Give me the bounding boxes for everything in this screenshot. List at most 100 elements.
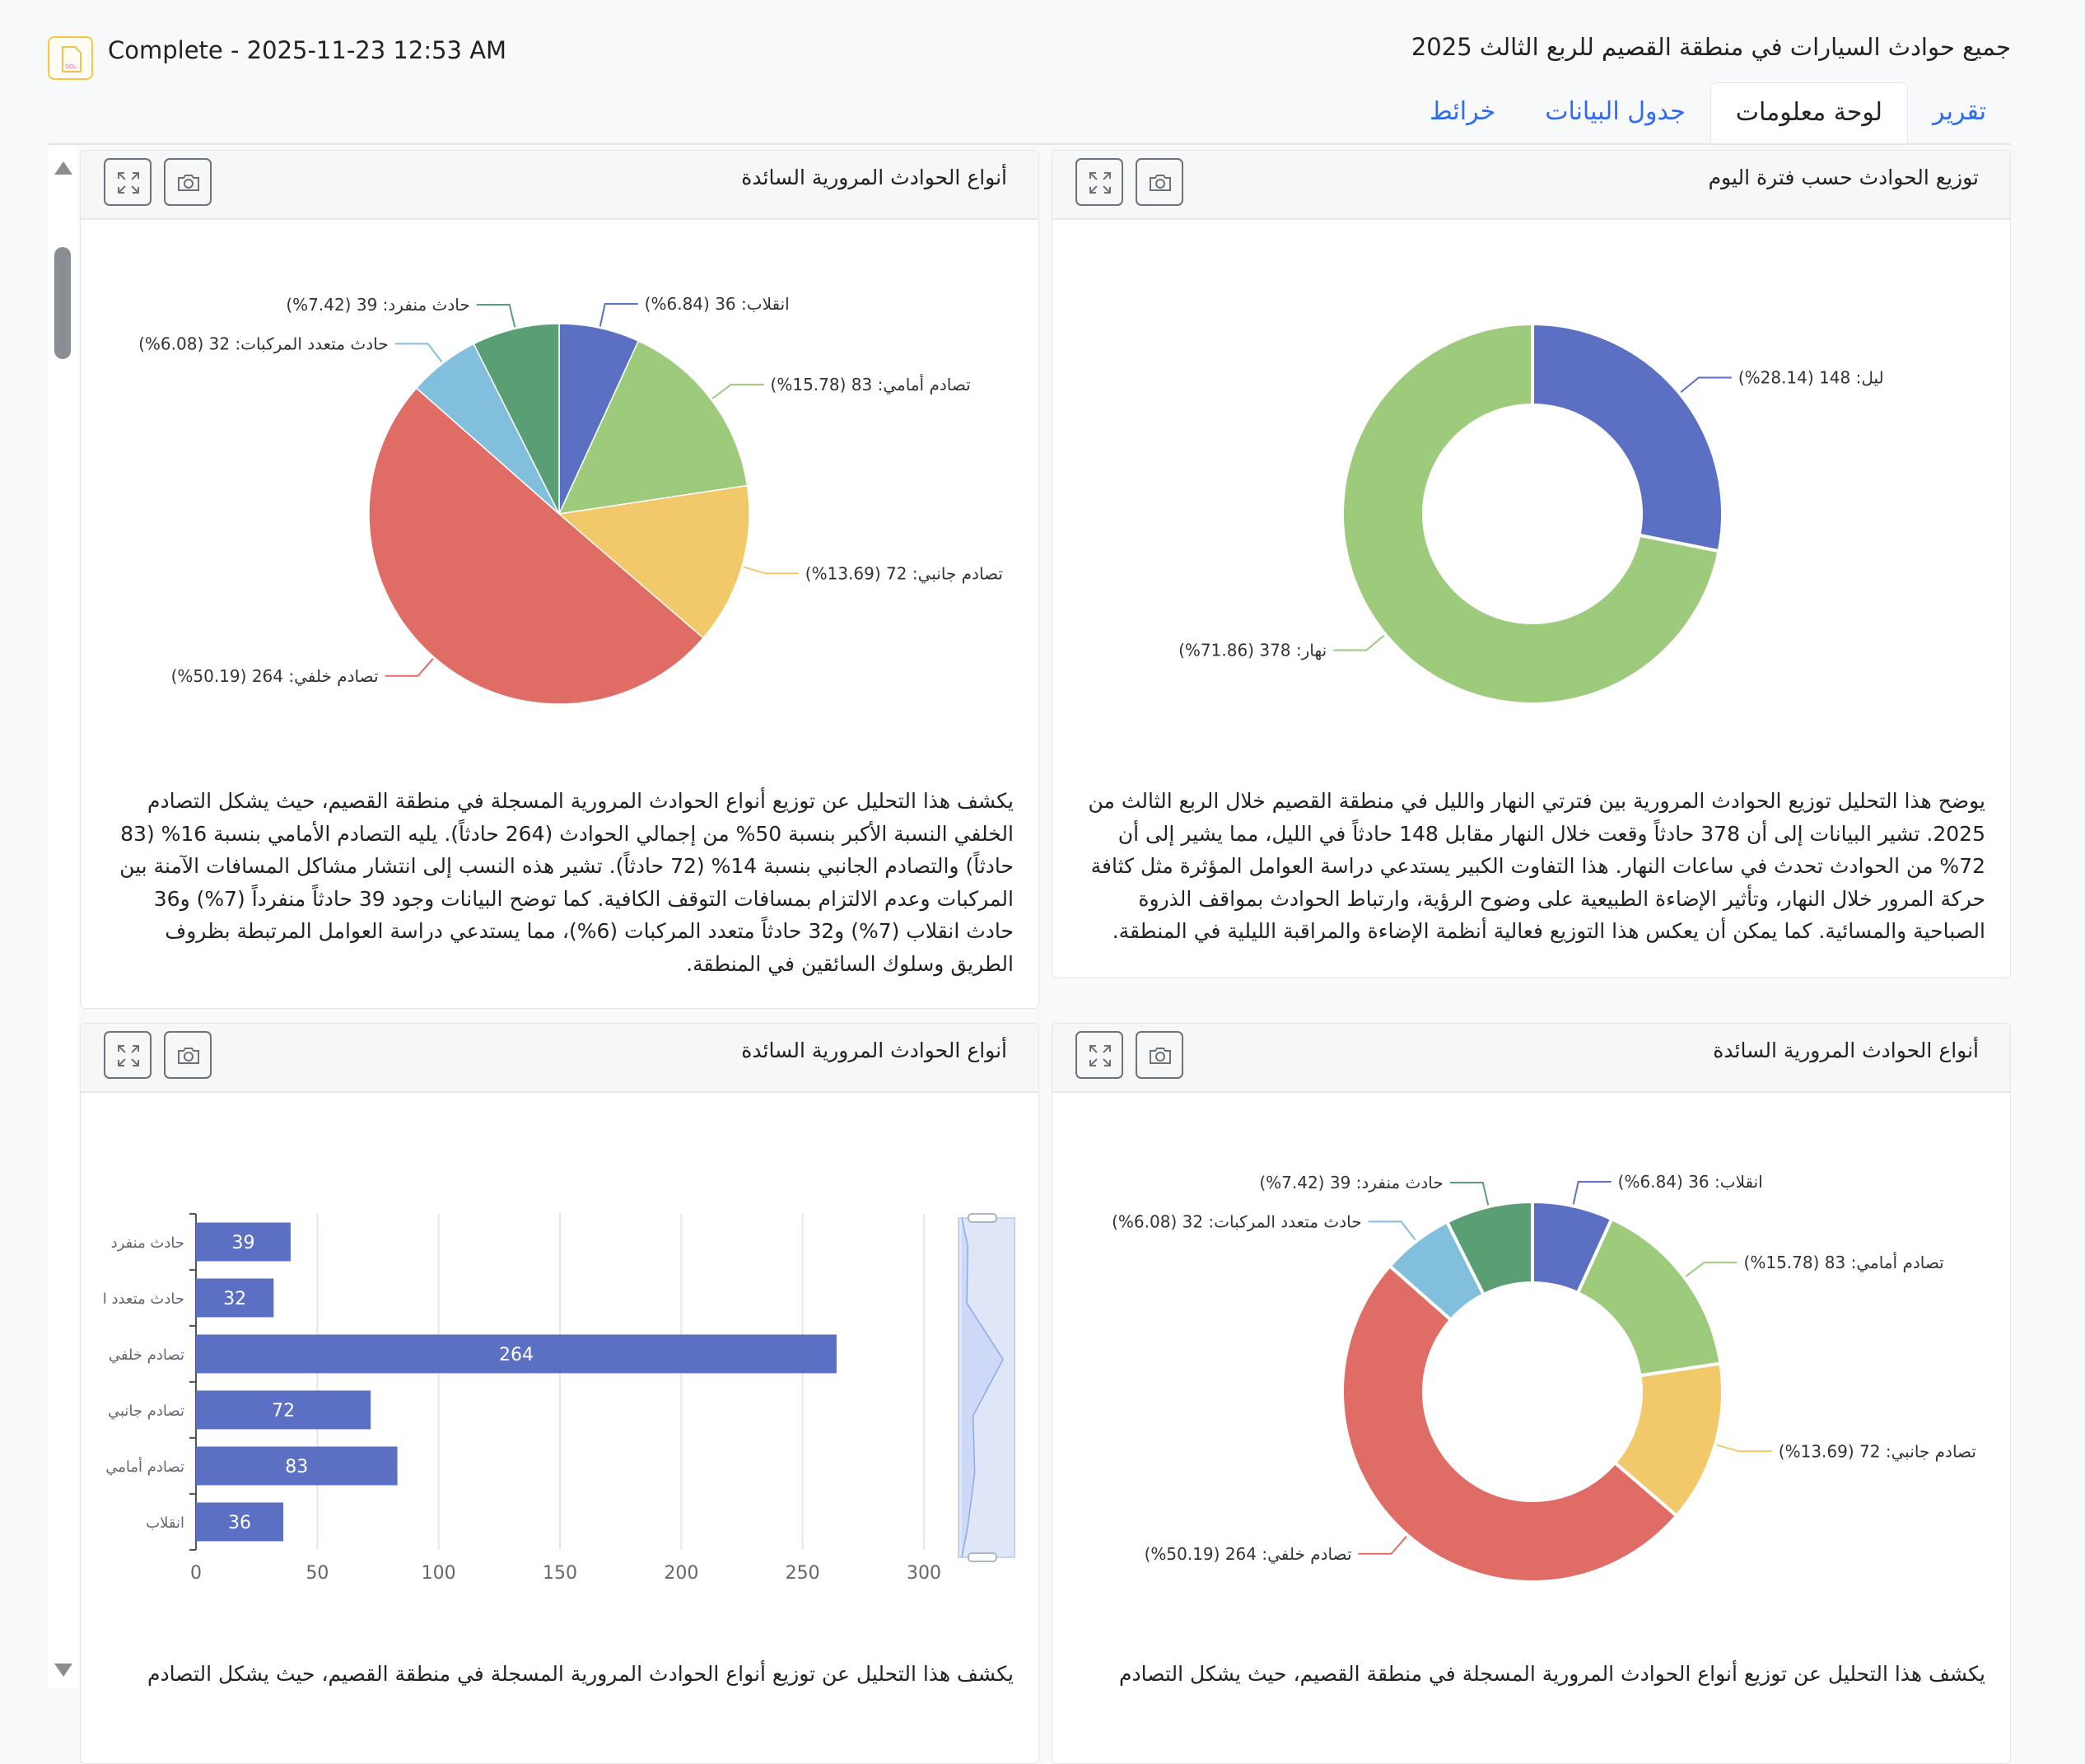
x-tick-label: 300 xyxy=(907,1563,941,1584)
category-label: حادث منفرد xyxy=(111,1234,184,1252)
slice-label: حادث متعدد المركبات: 32 (6.08%) xyxy=(1112,1211,1362,1231)
bar-value-label: 39 xyxy=(231,1233,254,1253)
fullscreen-button[interactable] xyxy=(104,158,152,206)
panel-title: أنواع الحوادث المرورية السائدة xyxy=(741,166,1007,189)
label-line-1 xyxy=(1333,634,1385,651)
bar-value-label: 72 xyxy=(272,1401,295,1421)
panel-header: أنواع الحوادث المرورية السائدة xyxy=(1052,1024,2010,1093)
slice-label: انقلاب: 36 (6.84%) xyxy=(645,294,790,314)
label-line-1 xyxy=(711,384,764,399)
slice-2 xyxy=(558,484,750,639)
label-line-2 xyxy=(1716,1444,1772,1453)
scroll-up-arrow-icon[interactable] xyxy=(54,161,72,175)
slice-label: نهار: 378 (71.86%) xyxy=(1178,641,1327,660)
category-label: تصادم جانبي xyxy=(108,1402,184,1420)
tab-bar: تقرير لوحة معلومات جدول البيانات خرائط xyxy=(1405,82,2011,145)
x-tick-label: 100 xyxy=(422,1563,456,1584)
bar-value-label: 264 xyxy=(499,1345,534,1365)
bar xyxy=(196,1334,837,1374)
panel-accident-types-donut: أنواع الحوادث المرورية السائدة انقلاب: 3… xyxy=(1052,1023,2011,1764)
label-line-0 xyxy=(1680,376,1732,394)
label-line-2 xyxy=(743,566,799,575)
bar-value-label: 32 xyxy=(223,1289,246,1309)
sql-file-icon: SQL xyxy=(48,36,93,80)
tab-data-table[interactable]: جدول البيانات xyxy=(1545,97,1686,126)
label-line-1 xyxy=(1685,1262,1738,1277)
panel-title: أنواع الحوادث المرورية السائدة xyxy=(1713,1038,1979,1062)
slice-5 xyxy=(1445,1200,1534,1297)
screenshot-button[interactable] xyxy=(1136,1031,1183,1079)
expand-icon xyxy=(1089,1045,1111,1066)
slice-3 xyxy=(368,387,704,705)
bar-value-label: 83 xyxy=(285,1457,308,1477)
page-title: جميع حوادث السيارات في منطقة القصيم للرب… xyxy=(1411,33,2011,61)
label-line-0 xyxy=(599,303,638,327)
fullscreen-button[interactable] xyxy=(104,1031,152,1079)
bar-value-label: 36 xyxy=(228,1513,251,1533)
bar xyxy=(196,1278,274,1318)
category-label: تصادم خلفي xyxy=(109,1346,184,1364)
label-line-4 xyxy=(394,343,443,363)
panel-accident-types-pie: أنواع الحوادث المرورية السائدة انقلاب: 3… xyxy=(80,150,1039,1009)
screenshot-button[interactable] xyxy=(164,1031,212,1079)
tab-dashboard[interactable]: لوحة معلومات xyxy=(1710,82,1909,145)
bar xyxy=(196,1502,284,1542)
label-line-5 xyxy=(1449,1182,1490,1206)
scrollbar-thumb[interactable] xyxy=(54,247,71,359)
screenshot-button[interactable] xyxy=(1136,158,1183,206)
camera-icon xyxy=(1150,1048,1171,1064)
slice-label: تصادم أمامي: 83 (15.78%) xyxy=(771,374,971,395)
bar xyxy=(196,1390,371,1430)
x-tick-label: 250 xyxy=(786,1563,820,1584)
expand-icon xyxy=(1089,172,1111,194)
slice-1 xyxy=(1576,1217,1723,1378)
panel-time-of-day-donut: توزيع الحوادث حسب فترة اليوم ليل: 148 (2… xyxy=(1052,150,2011,978)
panel-accident-types-bar: أنواع الحوادث المرورية السائدة 0 50 100 150… xyxy=(80,1023,1039,1764)
slice-3 xyxy=(1341,1264,1679,1584)
data-zoom-handle-bottom xyxy=(968,1552,997,1562)
label-line-4 xyxy=(1368,1220,1416,1241)
slice-label: تصادم جانبي: 72 (13.69%) xyxy=(805,563,1003,584)
slice-1 xyxy=(558,340,749,515)
category-label: حادث متعدد ا xyxy=(103,1290,184,1308)
data-zoom-handle-top xyxy=(968,1213,997,1223)
label-line-3 xyxy=(1358,1536,1407,1555)
scrollbar[interactable] xyxy=(48,147,77,1688)
label-line-5 xyxy=(476,304,516,328)
label-line-0 xyxy=(1572,1181,1612,1205)
expand-icon xyxy=(118,1045,139,1066)
slice-label: حادث متعدد المركبات: 32 (6.08%) xyxy=(138,334,389,353)
time-of-day-donut-chart: ليل: 148 (28.14%) نهار: 378 (71.86%) xyxy=(1178,322,1884,706)
camera-icon xyxy=(1150,175,1171,191)
panel-header: أنواع الحوادث المرورية السائدة xyxy=(81,151,1038,220)
slice-label: تصادم جانبي: 72 (13.69%) xyxy=(1779,1441,1976,1462)
panel-header: توزيع الحوادث حسب فترة اليوم xyxy=(1052,151,2010,220)
slice-label: ليل: 148 (28.14%) xyxy=(1738,367,1884,387)
x-tick-label: 200 xyxy=(664,1563,698,1584)
label-line-3 xyxy=(385,658,434,677)
tab-report[interactable]: تقرير xyxy=(1933,97,1986,126)
slice-1 xyxy=(1341,322,1721,706)
panel-description: يوضح هذا التحليل توزيع الحوادث المرورية … xyxy=(1088,789,1985,943)
slice-label: انقلاب: 36 (6.84%) xyxy=(1618,1172,1763,1192)
panel-description: يكشف هذا التحليل عن توزيع أنواع الحوادث … xyxy=(119,789,1014,976)
panel-header: أنواع الحوادث المرورية السائدة xyxy=(81,1024,1038,1093)
category-label: تصادم أمامي xyxy=(105,1457,184,1476)
fullscreen-button[interactable] xyxy=(1075,158,1123,206)
tab-maps[interactable]: خرائط xyxy=(1429,97,1496,126)
scroll-down-arrow-icon[interactable] xyxy=(54,1664,72,1677)
camera-icon xyxy=(178,1048,199,1064)
x-tick-label: 0 xyxy=(190,1563,202,1584)
slice-label: تصادم خلفي: 264 (50.19%) xyxy=(1145,1544,1352,1565)
category-label: انقلاب xyxy=(146,1514,184,1532)
panel-description: يكشف هذا التحليل عن توزيع أنواع الحوادث … xyxy=(1119,1662,1985,1686)
screenshot-button[interactable] xyxy=(164,158,212,206)
accident-types-pie-chart: انقلاب: 36 (6.84%) تصادم أمامي: 83 (15.78… xyxy=(138,294,1003,705)
x-tick-label: 50 xyxy=(306,1563,329,1584)
x-tick-label: 150 xyxy=(543,1563,577,1584)
data-zoom-shadow xyxy=(961,1217,1004,1558)
slice-label: حادث منفرد: 39 (7.42%) xyxy=(1259,1173,1443,1192)
fullscreen-button[interactable] xyxy=(1075,1031,1123,1079)
status-text: Complete - 2025-11-23 12:53 AM xyxy=(108,36,507,64)
expand-icon xyxy=(118,172,139,194)
